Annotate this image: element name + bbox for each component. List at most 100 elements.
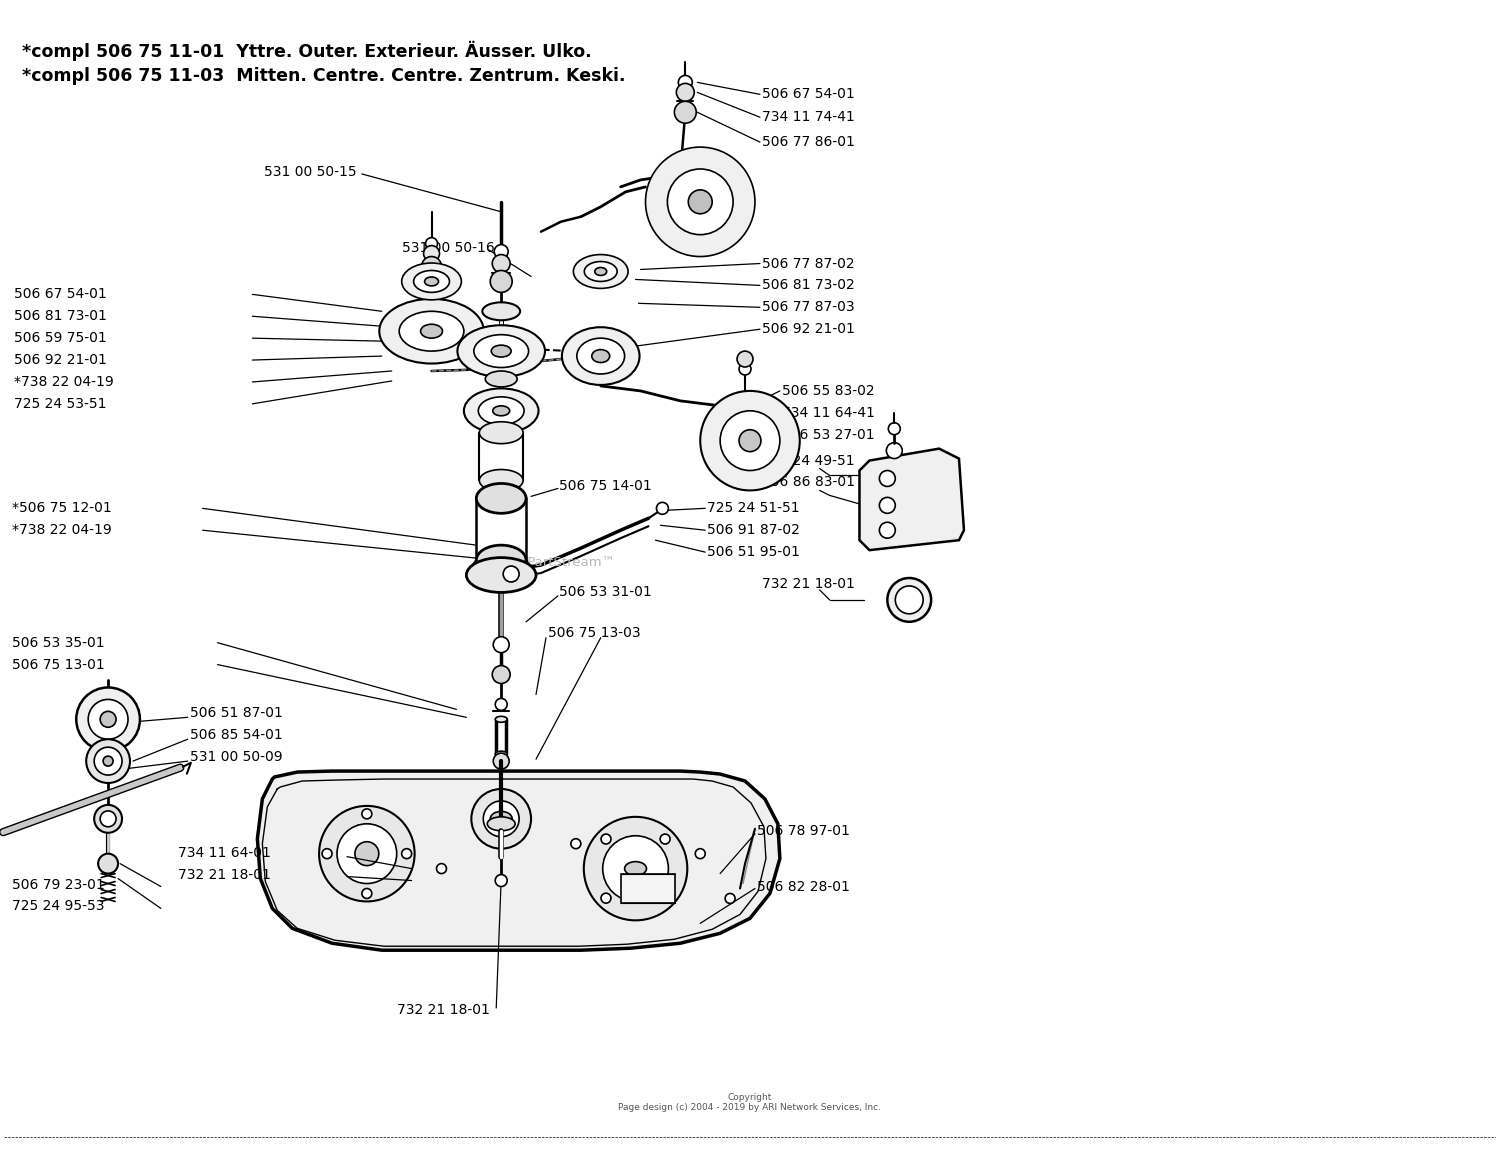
Circle shape — [402, 849, 411, 859]
Ellipse shape — [402, 264, 462, 299]
Text: 732 21 18-01: 732 21 18-01 — [762, 577, 855, 591]
Text: 531 00 50-09: 531 00 50-09 — [189, 750, 282, 764]
Circle shape — [104, 756, 112, 766]
Ellipse shape — [573, 254, 628, 288]
Circle shape — [422, 257, 441, 276]
Text: 506 53 35-01: 506 53 35-01 — [12, 636, 104, 650]
Ellipse shape — [480, 422, 524, 444]
Text: 506 78 97-01: 506 78 97-01 — [758, 824, 850, 838]
Ellipse shape — [495, 717, 507, 722]
Text: 506 67 54-01: 506 67 54-01 — [13, 288, 106, 302]
Circle shape — [888, 423, 900, 435]
Text: 725 24 49-51: 725 24 49-51 — [762, 453, 855, 467]
Text: 531 00 50-15: 531 00 50-15 — [264, 165, 357, 179]
Circle shape — [740, 363, 752, 375]
Circle shape — [740, 430, 760, 452]
Circle shape — [436, 864, 447, 874]
Ellipse shape — [420, 324, 442, 339]
Ellipse shape — [458, 325, 544, 377]
Circle shape — [76, 688, 140, 751]
Ellipse shape — [464, 388, 538, 434]
Circle shape — [676, 83, 694, 102]
Text: 734 11 74-41: 734 11 74-41 — [762, 110, 855, 124]
Text: 732 21 18-01: 732 21 18-01 — [396, 1003, 489, 1017]
Text: 506 77 87-02: 506 77 87-02 — [762, 257, 855, 271]
Text: 506 92 21-01: 506 92 21-01 — [762, 323, 855, 336]
Ellipse shape — [424, 277, 438, 286]
Circle shape — [572, 839, 580, 849]
Circle shape — [503, 566, 519, 581]
Circle shape — [362, 809, 372, 818]
Circle shape — [896, 586, 922, 614]
Text: 506 75 14-01: 506 75 14-01 — [560, 480, 651, 494]
Ellipse shape — [585, 261, 616, 281]
Circle shape — [720, 410, 780, 470]
Text: 506 67 54-01: 506 67 54-01 — [762, 88, 855, 102]
Text: 506 51 87-01: 506 51 87-01 — [189, 706, 282, 720]
Ellipse shape — [474, 335, 528, 368]
Text: ARI PartStream™: ARI PartStream™ — [501, 556, 615, 569]
Ellipse shape — [492, 406, 510, 416]
Circle shape — [602, 894, 610, 903]
Circle shape — [688, 190, 712, 214]
Circle shape — [86, 739, 130, 783]
Ellipse shape — [594, 267, 606, 275]
Ellipse shape — [490, 346, 512, 357]
Ellipse shape — [624, 861, 646, 875]
Ellipse shape — [478, 397, 524, 424]
Ellipse shape — [578, 339, 624, 375]
Text: 506 75 13-03: 506 75 13-03 — [548, 625, 640, 639]
Circle shape — [700, 391, 800, 490]
Ellipse shape — [486, 371, 518, 387]
Text: *506 75 12-01: *506 75 12-01 — [12, 502, 111, 516]
Circle shape — [696, 849, 705, 859]
Circle shape — [362, 889, 372, 898]
Circle shape — [724, 894, 735, 904]
Circle shape — [94, 805, 122, 832]
Circle shape — [492, 666, 510, 683]
Circle shape — [426, 238, 438, 250]
Circle shape — [675, 102, 696, 124]
Circle shape — [494, 245, 508, 259]
Circle shape — [660, 894, 670, 903]
Text: 531 00 50-16: 531 00 50-16 — [402, 240, 495, 254]
Text: 732 21 18-01: 732 21 18-01 — [178, 867, 270, 882]
Ellipse shape — [466, 557, 536, 592]
Circle shape — [94, 747, 122, 775]
Text: 506 92 21-01: 506 92 21-01 — [13, 353, 106, 368]
Circle shape — [98, 853, 118, 874]
Text: 506 53 31-01: 506 53 31-01 — [560, 585, 651, 599]
Text: 506 81 73-01: 506 81 73-01 — [13, 310, 106, 324]
Circle shape — [356, 842, 380, 866]
Text: 506 59 75-01: 506 59 75-01 — [13, 331, 106, 346]
Circle shape — [322, 849, 332, 859]
Text: 725 24 95-53: 725 24 95-53 — [12, 899, 104, 913]
Text: 506 91 87-02: 506 91 87-02 — [706, 524, 800, 538]
Circle shape — [100, 711, 116, 727]
Circle shape — [879, 523, 896, 539]
Circle shape — [602, 835, 610, 844]
Text: 506 82 28-01: 506 82 28-01 — [758, 880, 850, 894]
Text: 506 77 87-03: 506 77 87-03 — [762, 301, 855, 314]
Circle shape — [423, 245, 439, 261]
Circle shape — [879, 497, 896, 513]
Circle shape — [660, 835, 670, 844]
Ellipse shape — [414, 271, 450, 292]
Text: 506 53 27-01: 506 53 27-01 — [782, 428, 874, 442]
Text: 506 75 13-01: 506 75 13-01 — [12, 658, 105, 672]
Text: 506 79 23-01: 506 79 23-01 — [12, 877, 105, 891]
Text: 734 11 64-01: 734 11 64-01 — [178, 846, 270, 860]
Text: 506 86 83-01: 506 86 83-01 — [762, 475, 855, 489]
Ellipse shape — [562, 327, 639, 385]
Ellipse shape — [483, 303, 520, 320]
Circle shape — [657, 503, 669, 514]
Ellipse shape — [399, 311, 464, 351]
Ellipse shape — [488, 817, 514, 831]
Circle shape — [886, 443, 903, 459]
Circle shape — [495, 875, 507, 887]
Circle shape — [888, 578, 932, 622]
Circle shape — [645, 147, 754, 257]
Circle shape — [471, 790, 531, 849]
Circle shape — [88, 699, 128, 739]
Polygon shape — [258, 771, 780, 950]
